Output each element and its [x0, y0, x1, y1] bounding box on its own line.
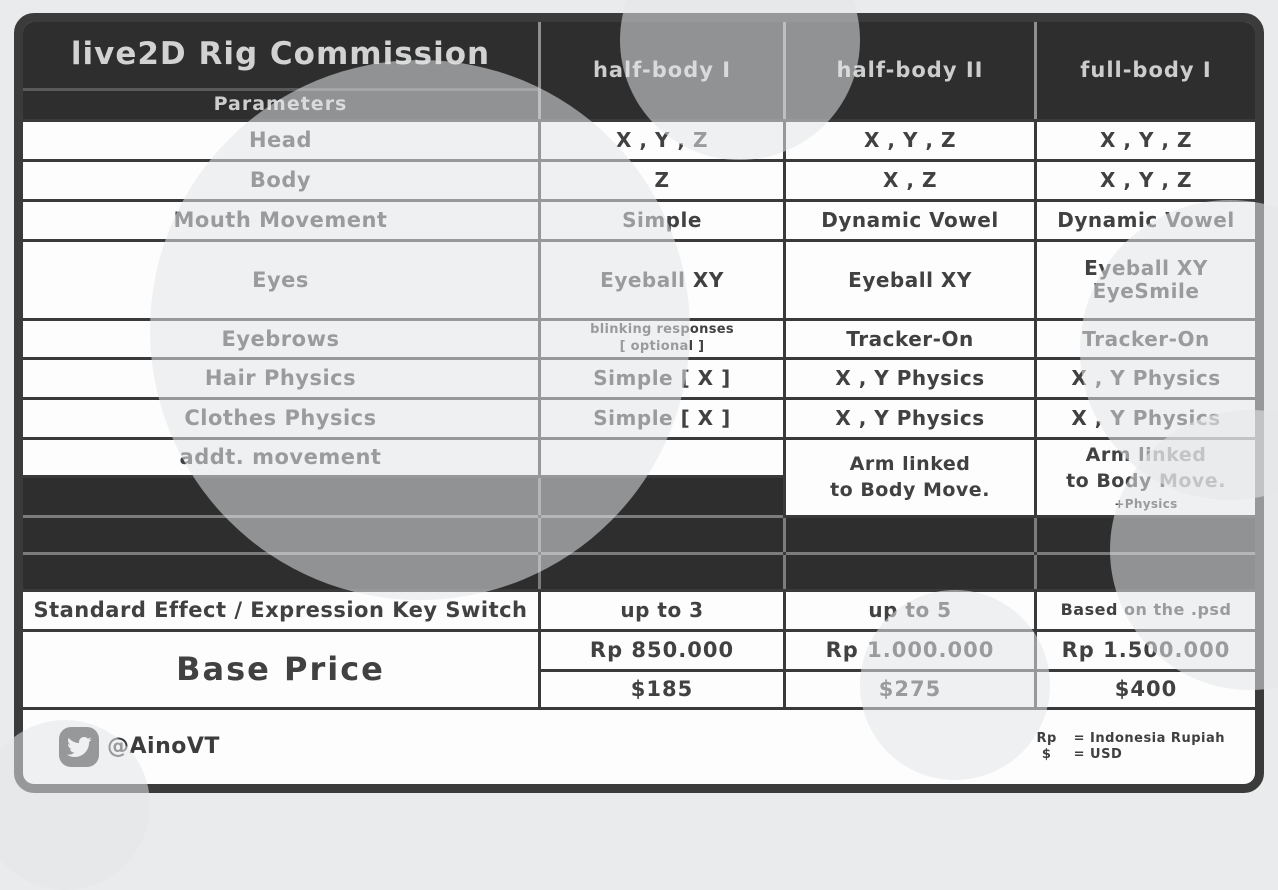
- row-label-eyes: Eyes: [23, 242, 538, 318]
- cell-head-halfbody2: X , Y , Z: [786, 122, 1034, 159]
- spacer-cell: [786, 518, 1034, 552]
- cell-head-halfbody1: X , Y , Z: [541, 122, 783, 159]
- row-label-mouth-movement: Mouth Movement: [23, 202, 538, 239]
- parameters-subheader: Parameters: [23, 91, 538, 119]
- legend-symbol-usd: $: [1041, 746, 1052, 762]
- currency-legend: Rp = Indonesia Rupiah $ = USD: [1032, 730, 1225, 763]
- twitter-icon: [59, 727, 99, 767]
- page-title: live2D Rig Commission: [23, 22, 538, 88]
- cell-effect-halfbody2: up to 5: [786, 592, 1034, 629]
- cell-eyes-fullbody1: Eyeball XY EyeSmile: [1037, 242, 1255, 318]
- legend-symbol-rp: Rp: [1036, 730, 1057, 746]
- cell-mouth-halfbody1: Simple: [541, 202, 783, 239]
- cell-mouth-fullbody1: Dynamic Vowel: [1037, 202, 1255, 239]
- cell-addt-fullbody1: Arm linked to Body Move. +Physics: [1037, 440, 1255, 515]
- price-usd-halfbody2: $275: [786, 672, 1034, 707]
- cell-hair-fullbody1: X , Y Physics: [1037, 360, 1255, 397]
- commission-table: live2D Rig Commission Parameters half-bo…: [23, 22, 1255, 784]
- twitter-handle-link[interactable]: @AinoVT: [59, 727, 220, 767]
- twitter-handle: @AinoVT: [107, 734, 220, 760]
- cell-eyebrows-halfbody1: blinking responses [ optional ]: [541, 321, 783, 357]
- cell-clothes-halfbody1: Simple [ X ]: [541, 400, 783, 437]
- spacer-cell: [1037, 555, 1255, 589]
- spacer-cell: [23, 518, 538, 552]
- cell-eyes-halfbody2: Eyeball XY: [786, 242, 1034, 318]
- legend-meaning-rp: = Indonesia Rupiah: [1073, 730, 1225, 746]
- row-label-standard-effect: Standard Effect / Expression Key Switch: [23, 592, 538, 629]
- spacer-cell: [541, 518, 783, 552]
- column-header-full-body-1: full-body I: [1037, 22, 1255, 119]
- spacer-cell: [1037, 518, 1255, 552]
- cell-eyebrows-fullbody1: Tracker-On: [1037, 321, 1255, 357]
- footer: @AinoVT Rp = Indonesia Rupiah $ = USD: [23, 710, 1255, 784]
- spacer-cell: [541, 478, 783, 515]
- cell-mouth-halfbody2: Dynamic Vowel: [786, 202, 1034, 239]
- arm-linked-text: Arm linked to Body Move.: [1066, 444, 1226, 492]
- legend-meaning-usd: = USD: [1073, 746, 1123, 762]
- spacer-cell: [541, 555, 783, 589]
- cell-body-halfbody2: X , Z: [786, 162, 1034, 199]
- commission-sheet: live2D Rig Commission Parameters half-bo…: [14, 13, 1264, 793]
- cell-effect-halfbody1: up to 3: [541, 592, 783, 629]
- row-label-addt-movement: addt. movement: [23, 440, 538, 475]
- price-usd-halfbody1: $185: [541, 672, 783, 707]
- cell-addt-halfbody1: [541, 440, 783, 475]
- spacer-cell: [786, 555, 1034, 589]
- cell-hair-halfbody1: Simple [ X ]: [541, 360, 783, 397]
- row-label-hair-physics: Hair Physics: [23, 360, 538, 397]
- arm-linked-text: Arm linked to Body Move.: [830, 452, 990, 501]
- column-header-half-body-2: half-body II: [786, 22, 1034, 119]
- spacer-cell: [23, 555, 538, 589]
- row-label-eyebrows: Eyebrows: [23, 321, 538, 357]
- cell-effect-fullbody1: Based on the .psd: [1037, 592, 1255, 629]
- row-label-clothes-physics: Clothes Physics: [23, 400, 538, 437]
- price-usd-fullbody1: $400: [1037, 672, 1255, 707]
- price-idr-halfbody2: Rp 1.000.000: [786, 632, 1034, 669]
- cell-eyebrows-halfbody2: Tracker-On: [786, 321, 1034, 357]
- cell-body-halfbody1: Z: [541, 162, 783, 199]
- row-label-body: Body: [23, 162, 538, 199]
- spacer-cell: [23, 478, 538, 515]
- cell-eyes-halfbody1: Eyeball XY: [541, 242, 783, 318]
- physics-extra-note: +Physics: [1114, 496, 1178, 511]
- cell-clothes-halfbody2: X , Y Physics: [786, 400, 1034, 437]
- cell-addt-halfbody2: Arm linked to Body Move.: [786, 440, 1034, 515]
- cell-body-fullbody1: X , Y , Z: [1037, 162, 1255, 199]
- row-label-base-price: Base Price: [23, 632, 538, 707]
- cell-head-fullbody1: X , Y , Z: [1037, 122, 1255, 159]
- column-header-half-body-1: half-body I: [541, 22, 783, 119]
- row-label-head: Head: [23, 122, 538, 159]
- cell-hair-halfbody2: X , Y Physics: [786, 360, 1034, 397]
- price-idr-halfbody1: Rp 850.000: [541, 632, 783, 669]
- price-idr-fullbody1: Rp 1.500.000: [1037, 632, 1255, 669]
- cell-clothes-fullbody1: X , Y Physics: [1037, 400, 1255, 437]
